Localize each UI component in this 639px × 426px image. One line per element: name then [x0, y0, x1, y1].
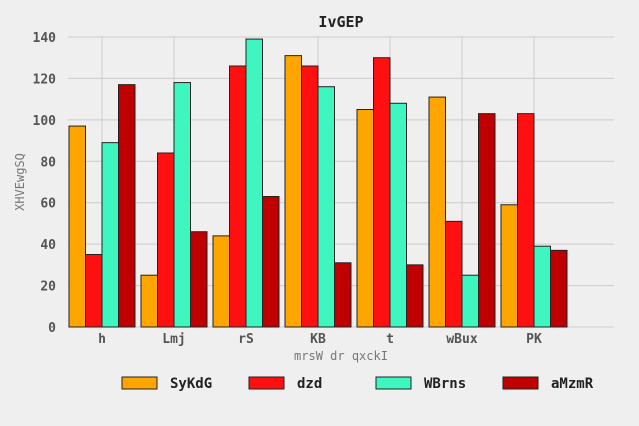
- bar: [317, 86, 335, 328]
- bar: [373, 57, 391, 328]
- y-axis-ticks: 0 20 40 60 80 100 120 140: [33, 31, 57, 336]
- bar: [229, 65, 247, 328]
- legend-label: dzd: [297, 376, 322, 392]
- legend-label: WBrns: [424, 376, 466, 392]
- bar: [212, 235, 230, 328]
- bar: [550, 249, 568, 328]
- x-tick-label: PK: [526, 332, 542, 347]
- bar: [262, 196, 280, 328]
- bar: [461, 274, 479, 328]
- bar: [517, 113, 535, 328]
- x-tick-label: Lmj: [162, 332, 185, 347]
- bar: [245, 38, 263, 328]
- bar: [173, 82, 191, 328]
- bar: [85, 254, 103, 328]
- bar: [389, 102, 407, 328]
- y-tick-label: 40: [40, 238, 56, 253]
- bar: [190, 231, 208, 328]
- bar: [118, 84, 136, 328]
- bar: [356, 109, 374, 328]
- y-tick-label: 120: [33, 72, 57, 87]
- chart-title: IvGEP: [318, 13, 363, 31]
- y-tick-label: 0: [48, 321, 56, 336]
- bar: [284, 55, 302, 328]
- legend-label: SyKdG: [170, 376, 212, 392]
- bar: [157, 152, 175, 328]
- bar: [478, 113, 496, 328]
- legend-swatch: [121, 376, 158, 390]
- y-axis-label: XHVEwgSQ: [13, 153, 27, 211]
- bar: [428, 96, 446, 328]
- x-tick-label: wBux: [446, 332, 477, 347]
- legend-swatch: [248, 376, 285, 390]
- x-tick-label: rS: [238, 332, 254, 347]
- bar: [500, 204, 518, 328]
- legend-swatch: [502, 376, 539, 390]
- y-tick-label: 60: [40, 197, 56, 212]
- bars: [68, 38, 568, 328]
- y-tick-label: 20: [40, 280, 56, 295]
- x-axis-ticks: h Lmj rS KB t wBux PK: [98, 332, 542, 347]
- bar: [101, 142, 119, 328]
- legend-swatch: [375, 376, 412, 390]
- x-axis-label: mrsW dr qxckI: [294, 349, 388, 363]
- x-tick-label: t: [386, 332, 394, 347]
- bar: [406, 264, 424, 328]
- x-tick-label: KB: [310, 332, 326, 347]
- legend: SyKdG dzd WBrns aMzmR: [121, 376, 594, 392]
- y-tick-label: 80: [40, 155, 56, 170]
- legend-label: aMzmR: [551, 376, 594, 392]
- bar: [445, 220, 463, 328]
- bar: [140, 274, 158, 328]
- y-tick-label: 140: [33, 31, 57, 46]
- x-tick-label: h: [98, 332, 106, 347]
- bar: [334, 262, 352, 328]
- y-tick-label: 100: [33, 114, 57, 129]
- bar: [301, 65, 319, 328]
- bar: [68, 125, 86, 328]
- bar: [533, 245, 551, 328]
